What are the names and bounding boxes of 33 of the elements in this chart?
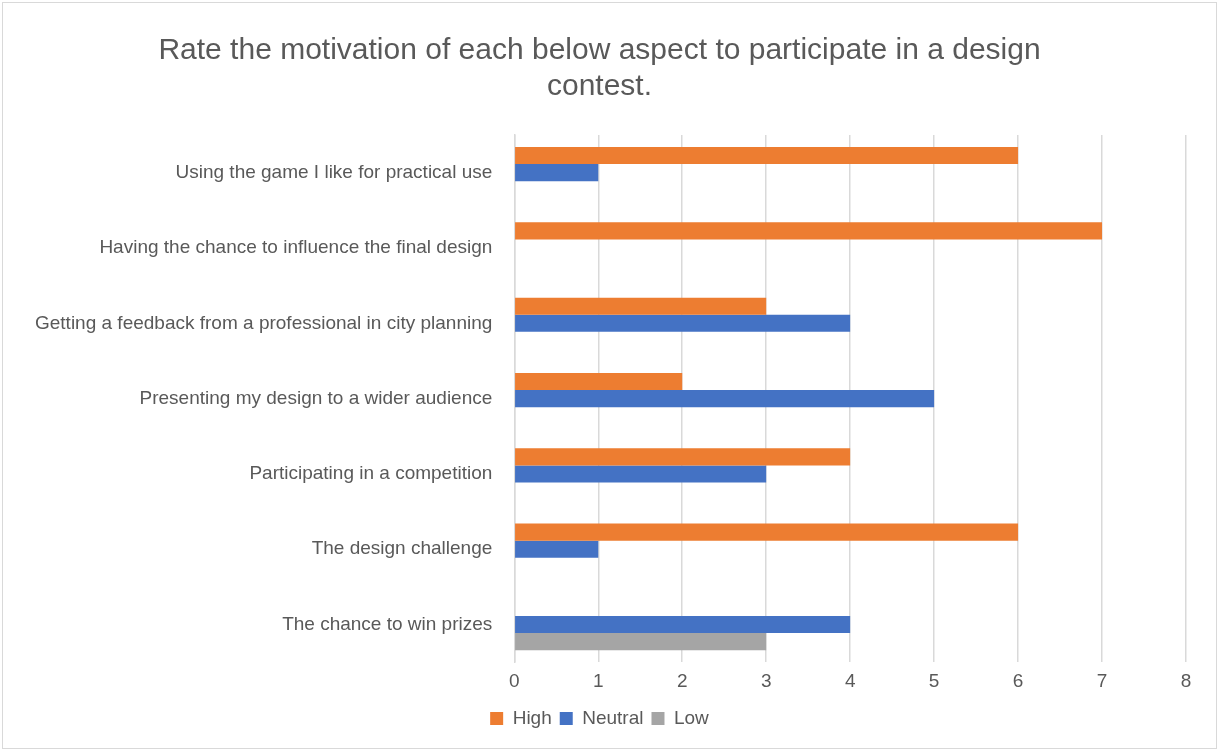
x-tick-label: 3 (760, 669, 772, 691)
x-tick-label: 4 (844, 669, 856, 691)
y-tick-label: The chance to win prizes (282, 612, 493, 634)
legend-label: Low (673, 706, 710, 728)
bar (515, 372, 683, 391)
y-tick-label: Presenting my design to a wider audience (139, 386, 493, 408)
y-tick-label: Using the game I like for practical use (175, 160, 493, 182)
y-tick-label: Participating in a competition (249, 462, 493, 484)
bar (515, 465, 767, 483)
bar (515, 164, 599, 182)
bar (515, 616, 851, 634)
x-tick-label: 7 (1096, 669, 1108, 691)
y-tick-label: Getting a feedback from a professional in city planning (34, 311, 493, 333)
chart-title: Rate the motivation of each below aspect to participate in a design contest. (158, 32, 1041, 102)
bar (515, 314, 851, 332)
bar (515, 448, 851, 466)
legend-label: High (512, 706, 552, 728)
bar (515, 540, 599, 558)
x-tick-label: 6 (1012, 669, 1024, 691)
x-tick-label: 1 (592, 669, 604, 691)
x-tick-label: 8 (1180, 669, 1192, 691)
bar (515, 523, 1019, 541)
x-tick-label: 5 (928, 669, 940, 691)
x-tick-label: 0 (509, 669, 520, 691)
y-tick-label: Having the chance to influence the final design (99, 236, 493, 258)
legend-label: Neutral (582, 706, 644, 728)
bar (515, 633, 767, 651)
y-tick-label: The design challenge (311, 537, 493, 559)
bar (515, 297, 767, 315)
bar (515, 390, 935, 408)
bar (515, 147, 1019, 165)
x-tick-label: 2 (676, 669, 688, 691)
bar (515, 222, 1103, 240)
